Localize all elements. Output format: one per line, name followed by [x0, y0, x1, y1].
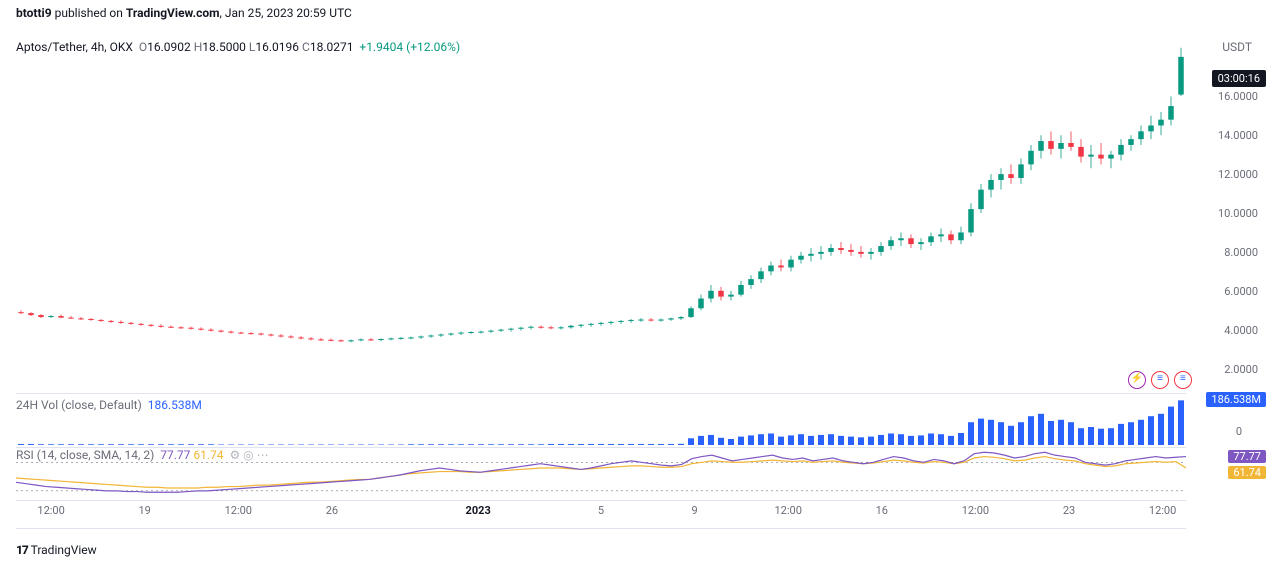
time-axis: 12:001912:002620235912:001612:002312:00	[16, 504, 1186, 524]
volume-zero: 0	[1236, 425, 1242, 438]
tradingview-logo: 17 TradingView	[16, 543, 97, 557]
volume-badge: 186.538M	[1206, 392, 1266, 407]
separator	[16, 528, 1186, 529]
rsi-legend: RSI (14, close, SMA, 14, 2) 77.77 61.74 …	[16, 448, 269, 462]
price-chart[interactable]	[16, 38, 1186, 388]
publish-info: btotti9 published on TradingView.com, Ja…	[16, 6, 352, 20]
rsi-yellow-badge: 61.74	[1228, 466, 1266, 479]
separator	[16, 500, 1186, 501]
countdown-badge: 03:00:16	[1212, 70, 1266, 87]
separator	[16, 393, 1186, 394]
volume-chart[interactable]	[16, 395, 1186, 445]
event-icons: ⚡ ≡ ≡	[1126, 370, 1192, 389]
rsi-purple-badge: 77.77	[1228, 450, 1266, 463]
axis-currency: USDT	[1222, 40, 1252, 54]
